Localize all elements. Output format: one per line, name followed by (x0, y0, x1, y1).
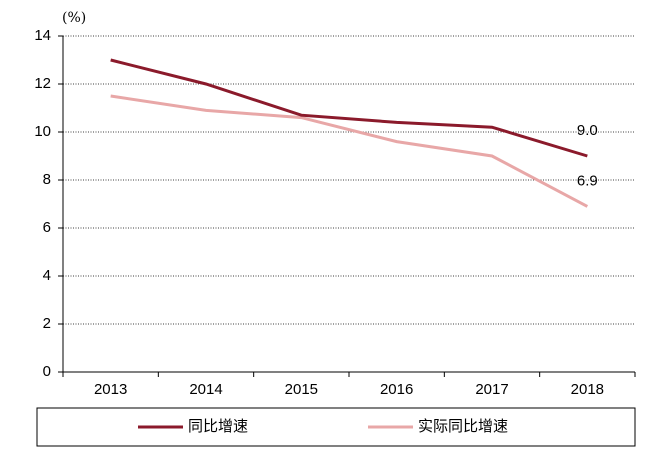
legend-label: 同比增速 (188, 418, 248, 435)
series-line (110, 94, 589, 208)
y-tick-label: 0 (43, 363, 51, 380)
y-tick-label: 2 (43, 315, 51, 332)
y-tick-label: 8 (43, 171, 51, 188)
x-tick-label: 2013 (94, 381, 127, 398)
data-label: 6.9 (577, 172, 598, 189)
y-tick-label: 12 (34, 75, 51, 92)
x-tick-label: 2018 (571, 381, 604, 398)
series-line (110, 58, 588, 158)
x-tick-label: 2016 (380, 381, 413, 398)
y-axis-label: (%) (62, 10, 86, 26)
x-tick-label: 2017 (475, 381, 508, 398)
legend-label: 实际同比增速 (418, 418, 508, 435)
y-tick-label: 10 (34, 123, 51, 140)
y-tick-label: 14 (34, 27, 51, 44)
x-tick-label: 2015 (285, 381, 318, 398)
y-tick-label: 4 (43, 267, 51, 284)
legend-box (36, 407, 636, 447)
x-tick-label: 2014 (189, 381, 222, 398)
y-tick-label: 6 (43, 219, 51, 236)
data-label: 9.0 (577, 122, 598, 139)
